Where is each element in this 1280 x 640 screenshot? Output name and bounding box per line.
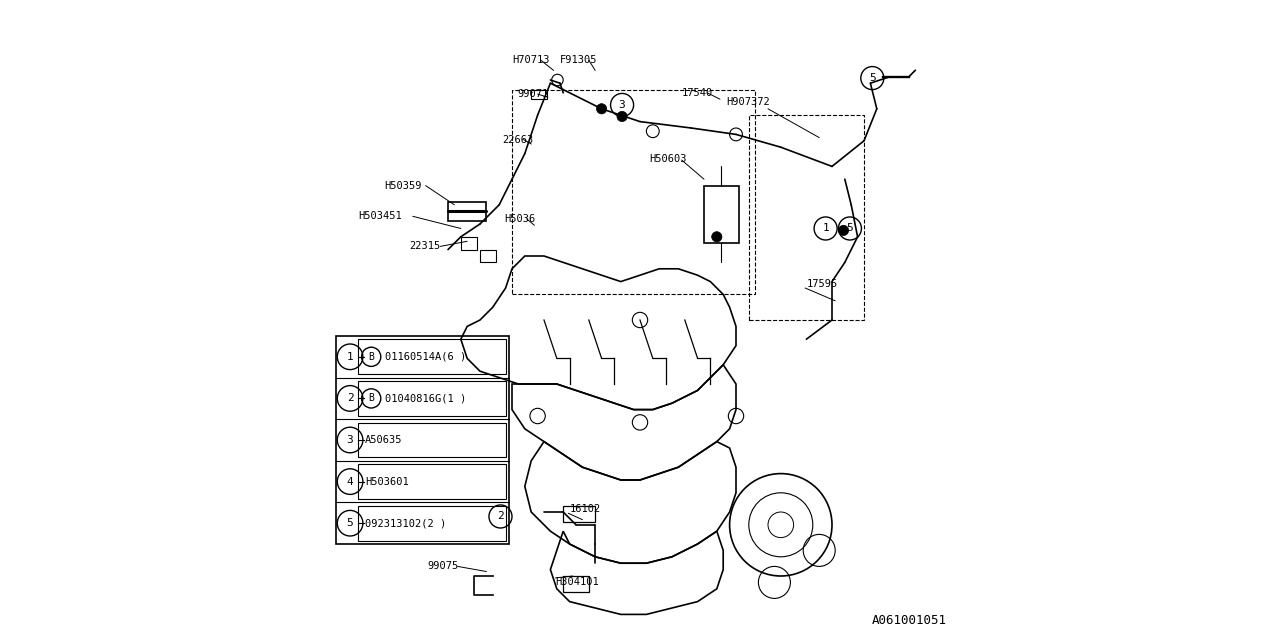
Text: 3: 3 (347, 435, 353, 445)
Circle shape (712, 232, 722, 242)
Bar (531, 90, 548, 99)
Bar (461, 237, 477, 250)
Text: H70713: H70713 (512, 54, 549, 65)
Text: 3: 3 (618, 100, 626, 110)
Text: 17540: 17540 (681, 88, 713, 98)
Text: H50603: H50603 (650, 154, 687, 164)
Text: 17595: 17595 (806, 278, 837, 289)
Text: A50635: A50635 (365, 435, 402, 445)
Bar (358, 339, 506, 374)
Text: H503451: H503451 (358, 211, 402, 221)
Text: H907372: H907372 (727, 97, 771, 108)
Text: B: B (369, 394, 374, 403)
Bar (358, 381, 506, 416)
Text: 1: 1 (347, 352, 353, 362)
Text: 092313102(2 ): 092313102(2 ) (365, 518, 445, 528)
Text: 01160514A(6 ): 01160514A(6 ) (384, 352, 466, 362)
Circle shape (838, 225, 849, 236)
Bar (335, 336, 509, 544)
Text: 16102: 16102 (570, 504, 600, 514)
Text: 2: 2 (347, 394, 353, 403)
Text: 99075: 99075 (428, 561, 458, 572)
Text: 01040816G(1 ): 01040816G(1 ) (384, 394, 466, 403)
Bar (358, 464, 506, 499)
Text: H304101: H304101 (556, 577, 599, 588)
Bar (749, 115, 864, 320)
Bar (480, 250, 497, 262)
Bar (563, 576, 589, 592)
Circle shape (596, 104, 607, 114)
Text: 1: 1 (822, 223, 829, 234)
Bar (563, 506, 595, 522)
Text: B: B (369, 352, 374, 362)
Text: H5036: H5036 (504, 214, 535, 224)
Text: 2: 2 (497, 511, 504, 522)
Text: 22663: 22663 (502, 134, 534, 145)
Bar (448, 202, 486, 221)
Text: H50359: H50359 (384, 180, 421, 191)
Text: 4: 4 (347, 477, 353, 486)
Text: 5: 5 (846, 223, 854, 234)
Text: A061001051: A061001051 (872, 614, 947, 627)
Bar (512, 90, 755, 294)
Bar (704, 186, 740, 243)
Text: F91305: F91305 (561, 54, 598, 65)
Text: H503601: H503601 (365, 477, 408, 486)
Text: 99071: 99071 (517, 89, 548, 99)
Text: 5: 5 (869, 73, 876, 83)
Bar (358, 506, 506, 541)
Text: 22315: 22315 (410, 241, 440, 252)
Circle shape (617, 111, 627, 122)
Text: 5: 5 (347, 518, 353, 528)
Bar (358, 422, 506, 458)
